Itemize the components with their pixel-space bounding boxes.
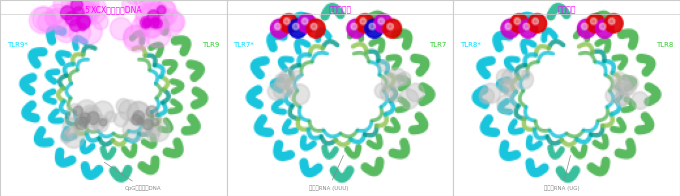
Text: TLR9*: TLR9*: [7, 42, 28, 48]
Text: 一本鎖RNA (UG): 一本鎖RNA (UG): [544, 156, 580, 191]
Text: 一本鎖RNA (UUU): 一本鎖RNA (UUU): [309, 155, 348, 191]
Text: TLR8: TLR8: [656, 42, 673, 48]
Text: TLR7: TLR7: [429, 42, 447, 48]
Text: TLR9: TLR9: [203, 42, 220, 48]
Text: 5'XCXモチーフDNA: 5'XCXモチーフDNA: [84, 5, 142, 14]
Text: グアノシン: グアノシン: [328, 5, 352, 14]
Text: TLR8*: TLR8*: [460, 42, 481, 48]
Text: CpGモチーフDNA: CpGモチーフDNA: [104, 162, 161, 191]
Text: TLR7*: TLR7*: [233, 42, 254, 48]
Text: ウリジン: ウリジン: [558, 5, 576, 14]
